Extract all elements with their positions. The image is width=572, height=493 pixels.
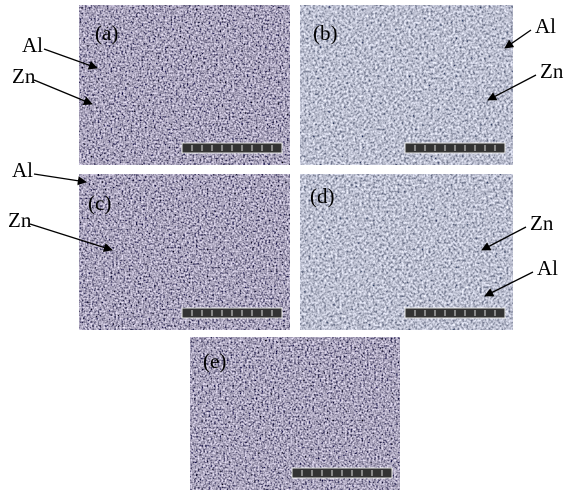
annotation-label: Zn (540, 59, 564, 83)
panel-label: (d) (310, 184, 335, 208)
annotation-label: Al (22, 33, 43, 57)
annotation-label: Al (535, 14, 556, 38)
annotation-label: Zn (8, 208, 32, 232)
figure: (a) Al Zn (b) Al Zn (c) Al Zn (d) Zn Al (e) (0, 0, 572, 493)
panel-label: (e) (203, 349, 226, 373)
panel-label: (c) (88, 191, 111, 215)
annotation-label: Al (12, 158, 33, 182)
annotation-label: Zn (12, 64, 36, 88)
annotation-arrow (34, 174, 86, 182)
panel-label: (b) (313, 21, 338, 45)
panel-label: (a) (95, 21, 118, 45)
annotation-label: Al (537, 256, 558, 280)
annotation-label: Zn (530, 211, 554, 235)
